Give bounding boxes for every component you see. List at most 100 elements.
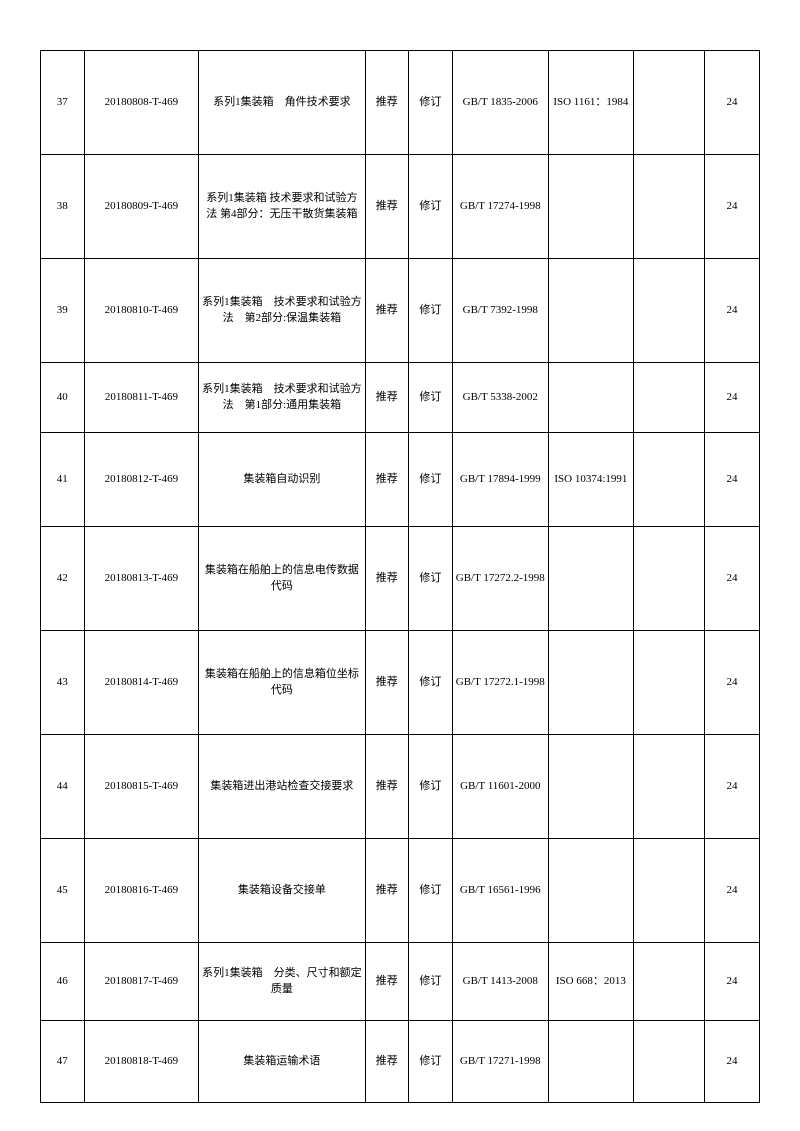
cell-col8: 24 [704, 527, 759, 631]
cell-col5: GB/T 7392-1998 [452, 259, 548, 363]
cell-col8: 24 [704, 155, 759, 259]
table-row: 3920180810-T-469系列1集装箱 技术要求和试验方法 第2部分:保温… [41, 259, 760, 363]
cell-col2: 系列1集装箱 技术要求和试验方法 第1部分:通用集装箱 [199, 363, 365, 433]
cell-col4: 修订 [409, 527, 453, 631]
cell-col1: 20180811-T-469 [84, 363, 199, 433]
cell-col7 [633, 1021, 704, 1103]
cell-col6: ISO 1161：1984 [548, 51, 633, 155]
cell-col3: 推荐 [365, 1021, 409, 1103]
cell-col6: ISO 10374:1991 [548, 433, 633, 527]
cell-col0: 45 [41, 839, 85, 943]
cell-col0: 37 [41, 51, 85, 155]
cell-col1: 20180815-T-469 [84, 735, 199, 839]
cell-col7 [633, 631, 704, 735]
cell-col6 [548, 363, 633, 433]
cell-col6 [548, 1021, 633, 1103]
table-row: 4020180811-T-469系列1集装箱 技术要求和试验方法 第1部分:通用… [41, 363, 760, 433]
cell-col3: 推荐 [365, 51, 409, 155]
cell-col3: 推荐 [365, 735, 409, 839]
cell-col8: 24 [704, 943, 759, 1021]
cell-col6 [548, 631, 633, 735]
cell-col0: 39 [41, 259, 85, 363]
cell-col3: 推荐 [365, 259, 409, 363]
cell-col7 [633, 433, 704, 527]
cell-col7 [633, 51, 704, 155]
cell-col4: 修订 [409, 51, 453, 155]
cell-col1: 20180818-T-469 [84, 1021, 199, 1103]
cell-col5: GB/T 11601-2000 [452, 735, 548, 839]
cell-col3: 推荐 [365, 839, 409, 943]
cell-col2: 系列1集装箱 技术要求和试验方法 第2部分:保温集装箱 [199, 259, 365, 363]
cell-col4: 修订 [409, 155, 453, 259]
cell-col0: 40 [41, 363, 85, 433]
table-row: 4420180815-T-469集装箱进出港站检查交接要求推荐修订GB/T 11… [41, 735, 760, 839]
cell-col8: 24 [704, 839, 759, 943]
cell-col7 [633, 839, 704, 943]
table-row: 3720180808-T-469系列1集装箱 角件技术要求推荐修订GB/T 18… [41, 51, 760, 155]
cell-col0: 47 [41, 1021, 85, 1103]
cell-col5: GB/T 17274-1998 [452, 155, 548, 259]
cell-col2: 系列1集装箱 角件技术要求 [199, 51, 365, 155]
cell-col1: 20180816-T-469 [84, 839, 199, 943]
cell-col5: GB/T 5338-2002 [452, 363, 548, 433]
cell-col3: 推荐 [365, 155, 409, 259]
cell-col3: 推荐 [365, 943, 409, 1021]
table-row: 4520180816-T-469集装箱设备交接单推荐修订GB/T 16561-1… [41, 839, 760, 943]
cell-col2: 集装箱进出港站检查交接要求 [199, 735, 365, 839]
cell-col4: 修订 [409, 943, 453, 1021]
cell-col5: GB/T 17272.2-1998 [452, 527, 548, 631]
table-row: 4620180817-T-469系列1集装箱 分类、尺寸和额定质量推荐修订GB/… [41, 943, 760, 1021]
cell-col5: GB/T 17271-1998 [452, 1021, 548, 1103]
cell-col0: 46 [41, 943, 85, 1021]
cell-col5: GB/T 16561-1996 [452, 839, 548, 943]
standards-table: 3720180808-T-469系列1集装箱 角件技术要求推荐修订GB/T 18… [40, 50, 760, 1103]
cell-col1: 20180808-T-469 [84, 51, 199, 155]
table-row: 4720180818-T-469集装箱运输术语推荐修订GB/T 17271-19… [41, 1021, 760, 1103]
cell-col5: GB/T 17272.1-1998 [452, 631, 548, 735]
cell-col4: 修订 [409, 735, 453, 839]
cell-col4: 修订 [409, 433, 453, 527]
cell-col2: 系列1集装箱 技术要求和试验方法 第4部分：无压干散货集装箱 [199, 155, 365, 259]
table-row: 4220180813-T-469集装箱在船舶上的信息电传数据代码推荐修订GB/T… [41, 527, 760, 631]
cell-col0: 44 [41, 735, 85, 839]
cell-col3: 推荐 [365, 363, 409, 433]
cell-col8: 24 [704, 631, 759, 735]
cell-col3: 推荐 [365, 527, 409, 631]
cell-col3: 推荐 [365, 631, 409, 735]
cell-col2: 集装箱设备交接单 [199, 839, 365, 943]
table-row: 3820180809-T-469系列1集装箱 技术要求和试验方法 第4部分：无压… [41, 155, 760, 259]
cell-col4: 修订 [409, 363, 453, 433]
cell-col8: 24 [704, 433, 759, 527]
cell-col1: 20180814-T-469 [84, 631, 199, 735]
cell-col7 [633, 259, 704, 363]
cell-col2: 集装箱运输术语 [199, 1021, 365, 1103]
cell-col8: 24 [704, 363, 759, 433]
cell-col6 [548, 259, 633, 363]
cell-col2: 系列1集装箱 分类、尺寸和额定质量 [199, 943, 365, 1021]
cell-col5: GB/T 1835-2006 [452, 51, 548, 155]
cell-col0: 41 [41, 433, 85, 527]
cell-col5: GB/T 17894-1999 [452, 433, 548, 527]
cell-col2: 集装箱自动识别 [199, 433, 365, 527]
cell-col6 [548, 735, 633, 839]
cell-col5: GB/T 1413-2008 [452, 943, 548, 1021]
cell-col7 [633, 735, 704, 839]
cell-col0: 38 [41, 155, 85, 259]
cell-col8: 24 [704, 51, 759, 155]
cell-col3: 推荐 [365, 433, 409, 527]
cell-col6 [548, 155, 633, 259]
cell-col8: 24 [704, 259, 759, 363]
cell-col1: 20180810-T-469 [84, 259, 199, 363]
cell-col1: 20180813-T-469 [84, 527, 199, 631]
cell-col4: 修订 [409, 259, 453, 363]
cell-col8: 24 [704, 1021, 759, 1103]
cell-col1: 20180812-T-469 [84, 433, 199, 527]
cell-col0: 43 [41, 631, 85, 735]
cell-col4: 修订 [409, 631, 453, 735]
cell-col1: 20180817-T-469 [84, 943, 199, 1021]
cell-col2: 集装箱在船舶上的信息箱位坐标代码 [199, 631, 365, 735]
cell-col6 [548, 839, 633, 943]
cell-col8: 24 [704, 735, 759, 839]
cell-col7 [633, 527, 704, 631]
cell-col2: 集装箱在船舶上的信息电传数据代码 [199, 527, 365, 631]
